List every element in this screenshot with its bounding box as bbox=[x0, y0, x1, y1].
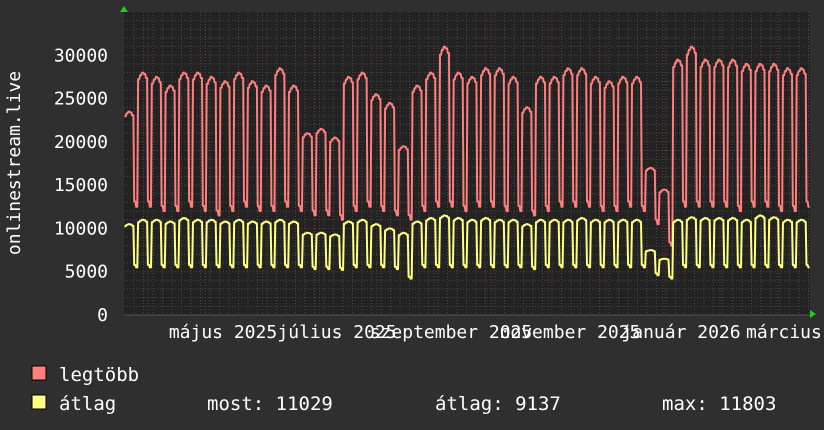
y-tick-label: 25000 bbox=[54, 89, 108, 110]
y-axis-ticks: 0 5000 10000 15000 20000 25000 30000 bbox=[54, 45, 108, 326]
y-axis-arrow-icon bbox=[120, 6, 128, 12]
series-line-avg bbox=[124, 214, 810, 280]
x-tick-label: január 2026 bbox=[621, 322, 740, 343]
x-axis-ticks: május 2025 július 2025 szeptember 2025 n… bbox=[169, 322, 822, 343]
y-tick-label: 10000 bbox=[54, 218, 108, 239]
y-tick-label: 0 bbox=[97, 305, 108, 326]
legend: legtöbb átlag most: 11029 átlag: 9137 ma… bbox=[31, 364, 776, 415]
y-tick-label: 5000 bbox=[65, 262, 108, 283]
stat-maximum: max: 11803 bbox=[662, 393, 776, 415]
series-line-max bbox=[124, 45, 810, 247]
x-tick-label: május 2025 bbox=[169, 322, 277, 343]
series-layer bbox=[124, 45, 810, 280]
y-tick-label: 30000 bbox=[54, 45, 108, 66]
y-tick-label: 15000 bbox=[54, 175, 108, 196]
legend-label-avg: átlag bbox=[59, 393, 116, 415]
x-axis-arrow-icon bbox=[810, 310, 816, 318]
x-tick-label: november 2025 bbox=[500, 322, 641, 343]
legend-swatch-avg bbox=[31, 394, 47, 410]
x-tick-label: július 2025 bbox=[277, 322, 396, 343]
legend-swatch-max bbox=[31, 365, 47, 381]
x-tick-label: március bbox=[746, 322, 822, 343]
stat-average: átlag: 9137 bbox=[435, 393, 561, 415]
legend-label-max: legtöbb bbox=[59, 364, 139, 386]
x-tick-label: szeptember 2025 bbox=[370, 322, 533, 343]
y-axis-title: onlinestream.live bbox=[4, 71, 25, 255]
y-tick-label: 20000 bbox=[54, 132, 108, 153]
stat-current: most: 11029 bbox=[207, 393, 333, 415]
